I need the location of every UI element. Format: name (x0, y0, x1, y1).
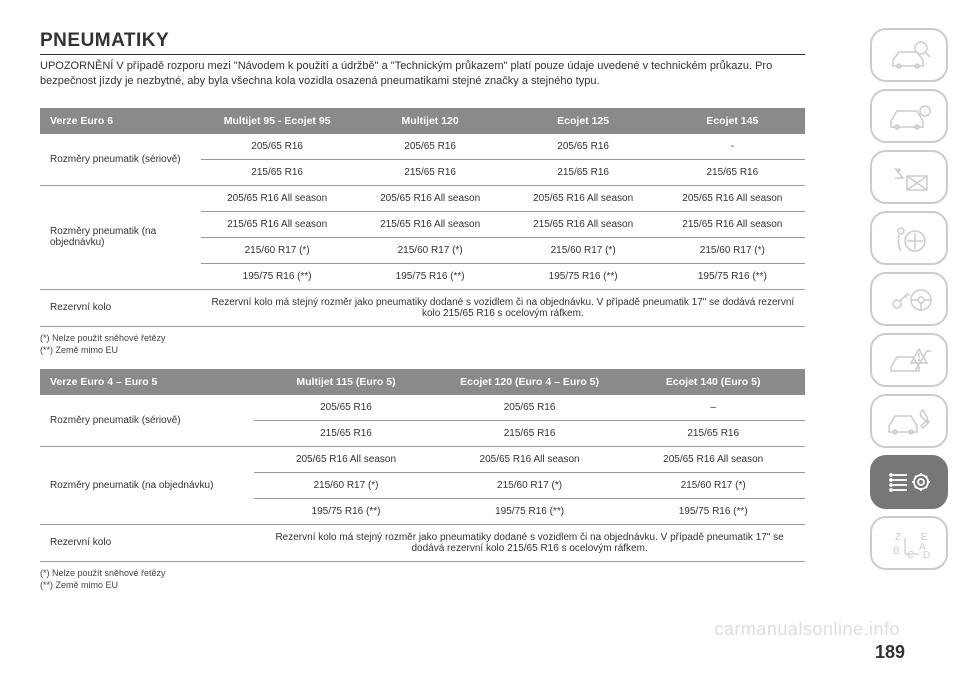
notes-2: (*) Nelze použít sněhové řetězy (**) Zem… (40, 568, 805, 590)
svg-text:D: D (923, 550, 930, 561)
t2-body: Rozměry pneumatik (sériově) 205/65 R16 2… (40, 395, 805, 562)
t1-c: 215/65 R16 (507, 159, 660, 185)
t2-c: 205/65 R16 All season (254, 446, 438, 472)
t1-reserve-label: Rezervní kolo (40, 289, 201, 326)
t1-body: Rozměry pneumatik (sériově) 205/65 R16 2… (40, 134, 805, 327)
t2-h3: Ecojet 140 (Euro 5) (621, 369, 805, 395)
nav-service-icon[interactable] (870, 394, 948, 448)
nav-key-steering-icon[interactable] (870, 272, 948, 326)
t1-c: 195/75 R16 (**) (201, 263, 354, 289)
svg-text:B: B (893, 546, 900, 557)
t1-c: 215/65 R16 All season (201, 211, 354, 237)
intro-text: UPOZORNĚNÍ V případě rozporu mezi "Návod… (40, 59, 805, 90)
t1-c: 205/65 R16 All season (354, 185, 507, 211)
t2-h2: Ecojet 120 (Euro 4 – Euro 5) (438, 369, 622, 395)
t2-c: 205/65 R16 All season (438, 446, 622, 472)
table-euro6: Verze Euro 6 Multijet 95 - Ecojet 95 Mul… (40, 108, 805, 327)
t1-reserve-text: Rezervní kolo má stejný rozměr jako pneu… (201, 289, 805, 326)
t2-c: 215/65 R16 (438, 420, 622, 446)
t1-c: 215/65 R16 (201, 159, 354, 185)
nav-search-car-icon[interactable] (870, 28, 948, 82)
t1-c: 195/75 R16 (**) (354, 263, 507, 289)
t2-c: 215/65 R16 (254, 420, 438, 446)
t2-reserve-label: Rezervní kolo (40, 524, 254, 561)
t1-c: 215/60 R17 (*) (201, 237, 354, 263)
t2-c: – (621, 395, 805, 421)
t1-c: 215/65 R16 All season (660, 211, 805, 237)
t1-c: 215/60 R17 (*) (660, 237, 805, 263)
t1-c: 215/65 R16 All season (507, 211, 660, 237)
footnote-1b: (*) Nelze použít sněhové řetězy (40, 568, 805, 578)
nav-warning-icon[interactable] (870, 333, 948, 387)
t1-r2-label: Rozměry pneumatik (na objednávku) (40, 185, 201, 289)
t1-c: - (660, 134, 805, 160)
t2-c: 215/60 R17 (*) (621, 472, 805, 498)
t1-h0: Verze Euro 6 (40, 108, 201, 134)
notes-1: (*) Nelze použít sněhové řetězy (**) Zem… (40, 333, 805, 355)
t1-c: 195/75 R16 (**) (507, 263, 660, 289)
side-nav: i ZBCEAD (870, 28, 948, 570)
t2-c: 205/65 R16 (254, 395, 438, 421)
t1-c: 205/65 R16 All season (660, 185, 805, 211)
t1-h3: Ecojet 125 (507, 108, 660, 134)
t2-c: 195/75 R16 (**) (621, 498, 805, 524)
t1-c: 205/65 R16 (354, 134, 507, 160)
nav-specs-icon[interactable] (870, 455, 948, 509)
t1-c: 205/65 R16 (201, 134, 354, 160)
t1-h2: Multijet 120 (354, 108, 507, 134)
t1-c: 215/65 R16 All season (354, 211, 507, 237)
t2-c: 195/75 R16 (**) (438, 498, 622, 524)
nav-airbag-icon[interactable] (870, 211, 948, 265)
t1-h1: Multijet 95 - Ecojet 95 (201, 108, 354, 134)
t2-c: 215/60 R17 (*) (254, 472, 438, 498)
t1-c: 205/65 R16 All season (201, 185, 354, 211)
t2-r2-label: Rozměry pneumatik (na objednávku) (40, 446, 254, 524)
t1-c: 215/65 R16 (354, 159, 507, 185)
t2-c: 205/65 R16 (438, 395, 622, 421)
t2-reserve-text: Rezervní kolo má stejný rozměr jako pneu… (254, 524, 805, 561)
footnote-2: (**) Země mimo EU (40, 345, 805, 355)
nav-lights-icon[interactable] (870, 150, 948, 204)
t1-c: 215/60 R17 (*) (507, 237, 660, 263)
svg-text:C: C (907, 550, 914, 561)
t1-c: 215/60 R17 (*) (354, 237, 507, 263)
t1-c: 205/65 R16 (507, 134, 660, 160)
t1-r0-label: Rozměry pneumatik (sériově) (40, 134, 201, 186)
watermark: carmanualsonline.info (714, 619, 900, 640)
t2-r0-label: Rozměry pneumatik (sériově) (40, 395, 254, 447)
page-content: PNEUMATIKY UPOZORNĚNÍ V případě rozporu … (0, 0, 855, 624)
t1-c: 205/65 R16 All season (507, 185, 660, 211)
t2-c: 215/65 R16 (621, 420, 805, 446)
t2-h0: Verze Euro 4 – Euro 5 (40, 369, 254, 395)
page-number: 189 (875, 642, 905, 663)
t1-c: 195/75 R16 (**) (660, 263, 805, 289)
nav-car-info-icon[interactable]: i (870, 89, 948, 143)
table-euro45: Verze Euro 4 – Euro 5 Multijet 115 (Euro… (40, 369, 805, 562)
svg-text:Z: Z (895, 532, 901, 543)
footnote-2b: (**) Země mimo EU (40, 580, 805, 590)
t2-h1: Multijet 115 (Euro 5) (254, 369, 438, 395)
t2-c: 205/65 R16 All season (621, 446, 805, 472)
svg-text:i: i (924, 109, 926, 116)
t1-h4: Ecojet 145 (660, 108, 805, 134)
t1-c: 215/65 R16 (660, 159, 805, 185)
t2-c: 195/75 R16 (**) (254, 498, 438, 524)
page-title: PNEUMATIKY (40, 30, 805, 55)
t2-c: 215/60 R17 (*) (438, 472, 622, 498)
nav-index-icon[interactable]: ZBCEAD (870, 516, 948, 570)
footnote-1: (*) Nelze použít sněhové řetězy (40, 333, 805, 343)
